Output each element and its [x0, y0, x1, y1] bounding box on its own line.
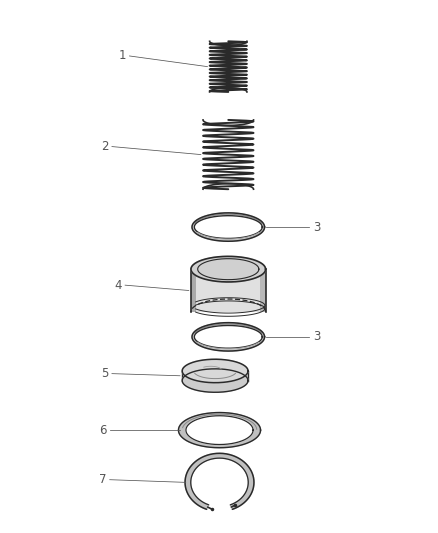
Text: 7: 7 [99, 473, 106, 486]
Polygon shape [194, 326, 261, 348]
Polygon shape [182, 371, 247, 381]
Polygon shape [185, 454, 253, 510]
Polygon shape [191, 256, 265, 282]
Polygon shape [194, 216, 261, 238]
Text: 5: 5 [101, 367, 108, 380]
Text: 1: 1 [118, 50, 126, 62]
Text: 6: 6 [99, 424, 106, 437]
Text: 3: 3 [312, 330, 320, 343]
Polygon shape [260, 269, 265, 312]
Polygon shape [182, 359, 247, 383]
Polygon shape [182, 369, 247, 392]
Text: 3: 3 [312, 221, 320, 233]
Polygon shape [191, 213, 264, 241]
Polygon shape [191, 322, 264, 351]
Polygon shape [178, 413, 260, 448]
Text: 4: 4 [114, 279, 121, 292]
Polygon shape [191, 269, 265, 312]
Text: 2: 2 [101, 140, 108, 153]
Polygon shape [186, 416, 252, 445]
Polygon shape [191, 269, 196, 312]
